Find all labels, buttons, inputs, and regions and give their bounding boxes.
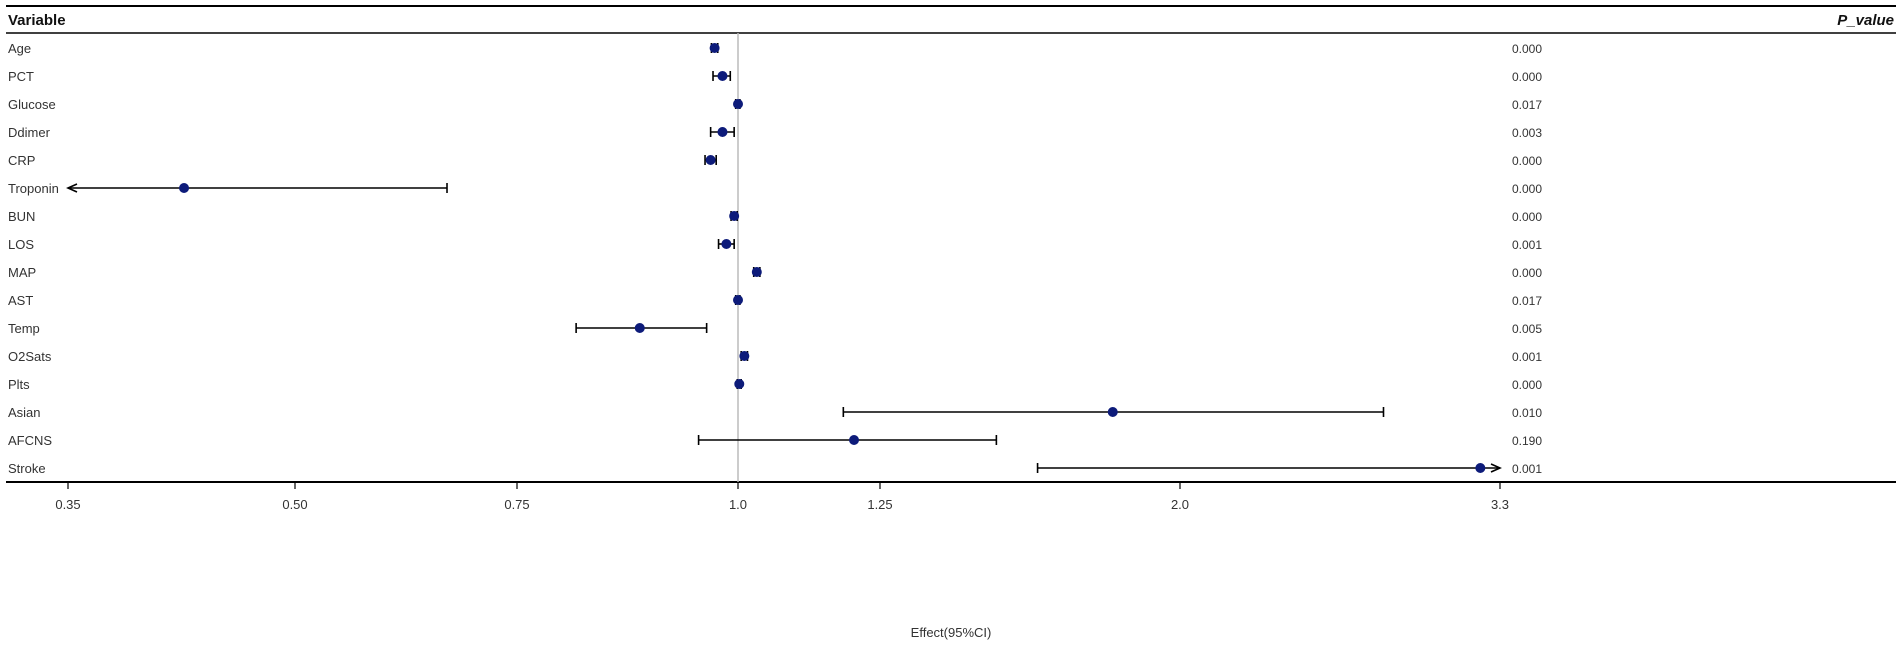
row-pvalue-label: 0.000 <box>1512 210 1542 224</box>
estimate-point <box>717 71 728 81</box>
estimate-point <box>179 183 190 193</box>
forest-row: LOS 0.001 <box>8 237 1542 252</box>
estimate-point <box>634 323 645 333</box>
row-pvalue-label: 0.003 <box>1512 126 1542 140</box>
forest-row: Plts 0.000 <box>8 377 1542 392</box>
estimate-point <box>733 99 743 109</box>
forest-row: Glucose 0.017 <box>8 97 1542 112</box>
forest-row: AST 0.017 <box>8 293 1542 308</box>
estimate-point <box>1107 407 1118 417</box>
estimate-point <box>734 379 745 389</box>
rows-layer: Age 0.000 PCT 0.000 Glucose 0.017 Ddimer 0.003 C… <box>8 41 1542 476</box>
row-pvalue-label: 0.017 <box>1512 294 1542 308</box>
forest-row: AFCNS 0.190 <box>8 433 1542 448</box>
forest-row: BUN 0.000 <box>8 209 1542 224</box>
pvalue-column-header: P_value <box>1837 12 1894 29</box>
forest-row: PCT 0.000 <box>8 69 1542 84</box>
row-variable-label: CRP <box>8 153 35 168</box>
row-variable-label: Ddimer <box>8 125 51 140</box>
estimate-point <box>1475 463 1486 473</box>
row-pvalue-label: 0.000 <box>1512 70 1542 84</box>
estimate-point <box>751 267 762 277</box>
row-pvalue-label: 0.001 <box>1512 238 1542 252</box>
row-variable-label: Glucose <box>8 97 56 112</box>
x-tick-label: 2.0 <box>1171 497 1189 512</box>
forest-row: Stroke 0.001 <box>8 461 1542 476</box>
row-variable-label: LOS <box>8 237 34 252</box>
row-pvalue-label: 0.001 <box>1512 462 1542 476</box>
row-variable-label: AST <box>8 293 33 308</box>
estimate-point <box>739 351 750 361</box>
forest-row: Age 0.000 <box>8 41 1542 56</box>
x-tick-label: 0.35 <box>55 497 80 512</box>
forest-row: Asian 0.010 <box>8 405 1542 420</box>
ci-lower-arrow <box>66 183 78 193</box>
row-variable-label: Age <box>8 41 31 56</box>
variable-column-header: Variable <box>8 12 66 29</box>
ci-upper-arrow <box>1490 463 1502 473</box>
forest-row: CRP 0.000 <box>8 153 1542 168</box>
estimate-point <box>733 295 743 305</box>
row-variable-label: PCT <box>8 69 34 84</box>
x-axis-title: Effect(95%CI) <box>911 625 992 640</box>
x-axis-ticks: 0.35 0.50 0.75 1.0 1.25 2.0 3.3 <box>55 482 1509 512</box>
row-variable-label: Plts <box>8 377 30 392</box>
row-pvalue-label: 0.190 <box>1512 434 1542 448</box>
row-pvalue-label: 0.000 <box>1512 266 1542 280</box>
row-pvalue-label: 0.000 <box>1512 42 1542 56</box>
row-pvalue-label: 0.001 <box>1512 350 1542 364</box>
forest-row: Ddimer 0.003 <box>8 125 1542 140</box>
row-variable-label: Temp <box>8 321 40 336</box>
row-pvalue-label: 0.017 <box>1512 98 1542 112</box>
forest-row: MAP 0.000 <box>8 265 1542 280</box>
row-variable-label: Stroke <box>8 461 46 476</box>
row-variable-label: Asian <box>8 405 41 420</box>
row-pvalue-label: 0.000 <box>1512 154 1542 168</box>
x-tick-label: 1.0 <box>729 497 747 512</box>
estimate-point <box>721 239 732 249</box>
estimate-point <box>729 211 740 221</box>
row-pvalue-label: 0.000 <box>1512 378 1542 392</box>
row-pvalue-label: 0.010 <box>1512 406 1542 420</box>
estimate-point <box>849 435 860 445</box>
row-variable-label: O2Sats <box>8 349 52 364</box>
forest-row: Temp 0.005 <box>8 321 1542 336</box>
row-pvalue-label: 0.000 <box>1512 182 1542 196</box>
x-tick-label: 0.75 <box>504 497 529 512</box>
x-tick-label: 3.3 <box>1491 497 1509 512</box>
estimate-point <box>717 127 728 137</box>
forest-row: O2Sats 0.001 <box>8 349 1542 364</box>
estimate-point <box>705 155 716 165</box>
x-tick-label: 1.25 <box>867 497 892 512</box>
row-variable-label: AFCNS <box>8 433 52 448</box>
row-variable-label: MAP <box>8 265 36 280</box>
x-tick-label: 0.50 <box>282 497 307 512</box>
row-pvalue-label: 0.005 <box>1512 322 1542 336</box>
estimate-point <box>709 43 720 53</box>
row-variable-label: Troponin <box>8 181 59 196</box>
forest-row: Troponin 0.000 <box>8 181 1542 196</box>
row-variable-label: BUN <box>8 209 35 224</box>
